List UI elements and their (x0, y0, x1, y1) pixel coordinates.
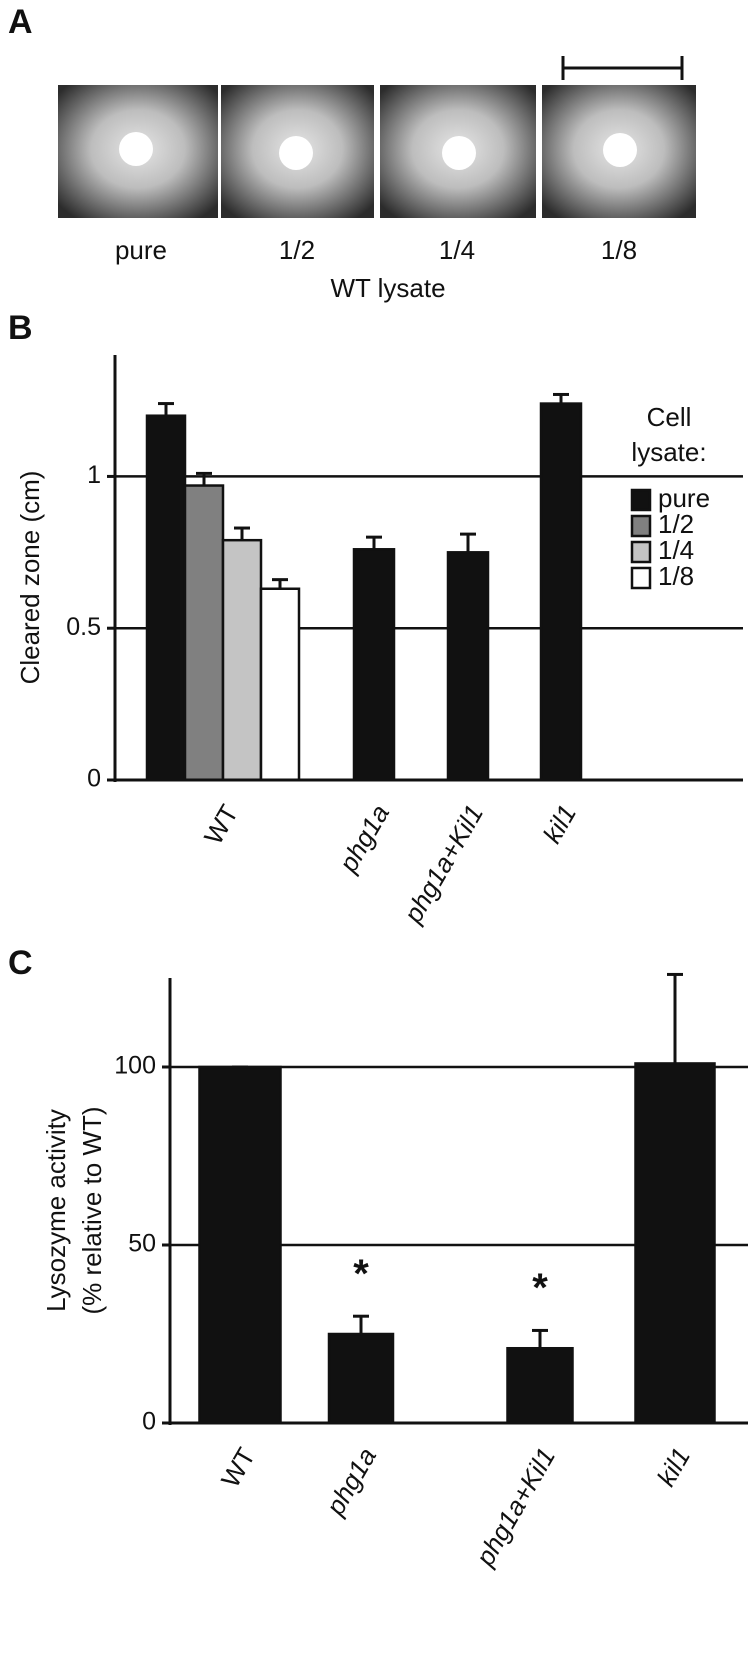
y-tick-label: 100 (114, 1052, 156, 1080)
panel-label: B (8, 309, 33, 347)
bar (446, 551, 490, 782)
x-tick-label: phg1a+Kil1 (469, 1442, 561, 1571)
image-label: 1/8 (601, 235, 637, 265)
bar (221, 538, 263, 782)
x-tick-label: phg1a (333, 799, 396, 877)
panel-label: C (8, 944, 33, 982)
bar (145, 414, 187, 782)
bar (634, 1062, 716, 1425)
legend-title: Cell lysate: (631, 402, 707, 467)
significance-mark: * (532, 1266, 548, 1310)
bar (539, 402, 583, 782)
well (442, 136, 476, 170)
y-axis-label: (% relative to WT) (77, 1106, 107, 1314)
y-tick-label: 1 (87, 461, 101, 489)
y-tick-label: 0 (87, 765, 101, 793)
legend-swatch (630, 566, 652, 590)
x-tick-label: WT (215, 1442, 261, 1492)
x-tick-label: phg1a+Kil1 (397, 799, 489, 928)
legend-swatch (630, 488, 652, 512)
bar (506, 1346, 574, 1425)
significance-mark: * (353, 1252, 369, 1296)
image-label: pure (115, 235, 167, 265)
y-axis-label: Cleared zone (cm) (15, 471, 45, 685)
panel-label: A (8, 3, 33, 41)
y-tick-label: 0 (142, 1408, 156, 1436)
well (603, 133, 637, 167)
bar (352, 548, 396, 782)
image-label: 1/4 (439, 235, 475, 265)
x-tick-label: kil1 (537, 799, 582, 848)
y-tick-label: 50 (128, 1230, 156, 1258)
legend-swatch (630, 514, 652, 538)
bar (198, 1065, 282, 1425)
plate-images (58, 85, 696, 218)
y-tick-label: 0.5 (66, 613, 101, 641)
x-tick-label: WT (198, 799, 244, 849)
bar (183, 484, 225, 782)
image-label: 1/2 (279, 235, 315, 265)
legend-label: 1/8 (658, 561, 694, 591)
legend-swatch (630, 540, 652, 564)
x-tick-label: kil1 (651, 1442, 696, 1491)
bar (259, 587, 301, 782)
legend-label: 1/4 (658, 535, 694, 565)
legend-label: pure (658, 483, 710, 513)
y-axis-label: Lysozyme activity (41, 1109, 71, 1312)
x-tick-label: phg1a (320, 1442, 383, 1520)
bar (327, 1332, 395, 1425)
legend-label: 1/2 (658, 509, 694, 539)
well (279, 136, 313, 170)
well (119, 132, 153, 166)
image-caption: WT lysate (330, 273, 445, 303)
